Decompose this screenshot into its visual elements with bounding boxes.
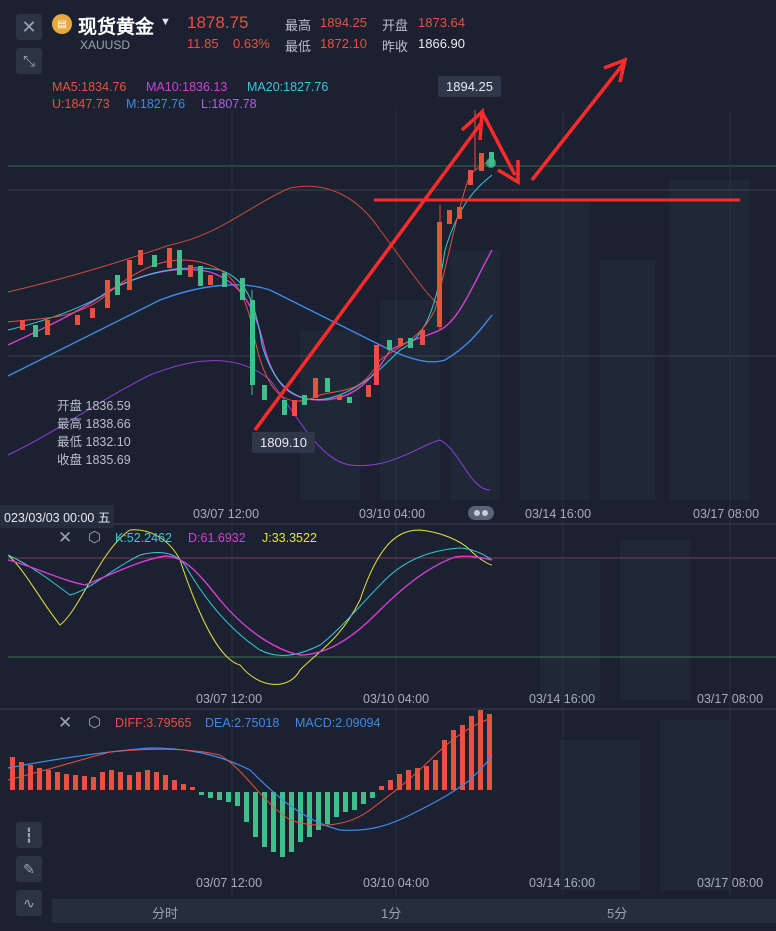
gold-logo-icon: ▤	[52, 14, 72, 34]
low-price-badge: 1809.10	[252, 432, 315, 453]
indicator-button[interactable]: ∿	[16, 890, 42, 916]
candlesticks	[20, 110, 494, 416]
ohlc-readout: 开盘 1836.59 最高 1838.66 最低 1832.10 收盘 1835…	[57, 399, 131, 467]
period-tab-bar	[52, 899, 776, 923]
ma5-readout: MA5:1834.76	[52, 80, 127, 94]
x-tick-label: 03/14 16:00	[525, 507, 592, 521]
high-label: 最高	[285, 18, 312, 33]
kdj-j-readout: J:33.3522	[262, 531, 317, 545]
kdj-d-line	[7, 555, 493, 656]
high-value: 1894.25	[320, 15, 367, 30]
boll-mid-line	[7, 284, 493, 377]
boll-mid-readout: M:1827.76	[126, 97, 186, 111]
candle-type-button[interactable]: ┇	[16, 822, 42, 848]
x-tick-label: 03/07 12:00	[196, 876, 263, 890]
draw-tool-button[interactable]: ✎	[16, 856, 42, 882]
cursor-time-label: 023/03/03 00:00 五	[0, 505, 115, 528]
x-tick-label: 03/10 04:00	[363, 692, 430, 706]
macd-diff-line	[7, 717, 493, 826]
settings-hexagon-icon[interactable]: ⬡	[88, 714, 102, 731]
ma10-readout: MA10:1836.13	[146, 80, 228, 94]
x-tick-label: 03/10 04:00	[363, 876, 430, 890]
high-price-badge: 1894.25	[438, 76, 501, 97]
close-button[interactable]: ✕	[16, 14, 42, 40]
prev-close-value: 1866.90	[418, 36, 465, 51]
instrument-title[interactable]: 现货黄金	[78, 17, 155, 38]
x-tick-label: 03/07 12:00	[196, 692, 263, 706]
boll-upper-line	[7, 185, 441, 306]
low-value: 1872.10	[320, 36, 367, 51]
scroll-handle[interactable]	[468, 506, 494, 520]
x-tick-label: 03/14 16:00	[529, 876, 596, 890]
collapse-button[interactable]: ⤡	[16, 48, 42, 74]
kdj-k-readout: K:52.2462	[115, 531, 172, 545]
wave-icon: ∿	[23, 894, 35, 911]
kdj-d-readout: D:61.6932	[188, 531, 246, 545]
background-cityscape	[300, 180, 750, 890]
chevron-down-icon[interactable]: ▼	[160, 16, 171, 28]
candlestick-icon: ┇	[24, 826, 34, 843]
price-change-pct: 0.63%	[233, 36, 270, 51]
tab-timeshare[interactable]: 分时	[152, 906, 179, 921]
price-change: 11.85	[187, 36, 219, 51]
x-tick-label: 03/17 08:00	[697, 876, 764, 890]
kdj-k-line	[7, 547, 493, 656]
current-price-dot	[486, 158, 496, 168]
boll-upper-readout: U:1847.73	[52, 97, 110, 111]
close-macd-icon[interactable]: ✕	[58, 713, 73, 732]
x-tick-label: 03/14 16:00	[529, 692, 596, 706]
shrink-arrows-icon: ⤡	[22, 52, 35, 70]
tab-5min[interactable]: 5分	[607, 906, 628, 921]
macd-diff-readout: DIFF:3.79565	[115, 716, 192, 730]
settings-hexagon-icon[interactable]: ⬡	[88, 529, 102, 546]
macd-dea-line	[7, 747, 493, 831]
macd-dea-readout: DEA:2.75018	[205, 716, 280, 730]
open-label: 开盘	[382, 18, 409, 33]
open-value: 1873.64	[418, 15, 465, 30]
boll-lower-readout: L:1807.78	[201, 97, 257, 111]
last-price: 1878.75	[187, 13, 249, 32]
x-tick-label: 03/17 08:00	[697, 692, 764, 706]
x-tick-label: 03/07 12:00	[193, 507, 260, 521]
tab-1min[interactable]: 1分	[381, 906, 402, 921]
close-icon: ✕	[21, 16, 37, 37]
close-kdj-icon[interactable]: ✕	[58, 528, 73, 547]
drawing-annotations[interactable]	[253, 57, 740, 432]
prev-close-label: 昨收	[382, 39, 409, 54]
pencil-icon: ✎	[23, 860, 35, 877]
low-label: 最低	[285, 39, 312, 54]
instrument-symbol: XAUUSD	[80, 38, 131, 52]
x-tick-label: 03/10 04:00	[359, 507, 426, 521]
ma5-line	[7, 159, 496, 402]
kdj-j-line	[7, 529, 493, 685]
x-tick-label: 03/17 08:00	[693, 507, 760, 521]
ma20-readout: MA20:1827.76	[247, 80, 329, 94]
macd-value-readout: MACD:2.09094	[295, 716, 381, 730]
